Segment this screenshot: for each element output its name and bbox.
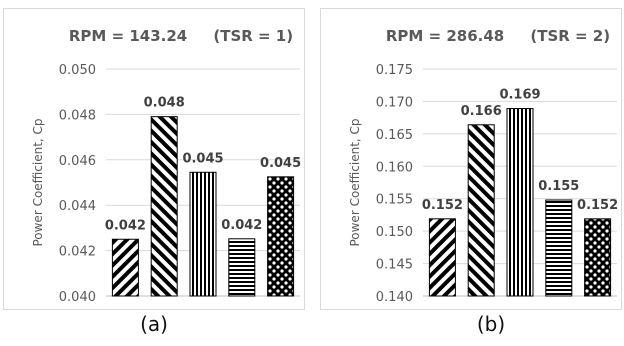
bar: [228, 238, 256, 297]
data-label: 0.152: [422, 198, 463, 213]
y-axis-label: Power Coefficient, Cp: [348, 118, 362, 246]
y-tick-label: 0.044: [59, 199, 96, 214]
bar: [506, 108, 534, 297]
data-label: 0.045: [182, 151, 223, 166]
y-tick-label: 0.150: [376, 225, 413, 240]
data-label: 0.169: [499, 88, 540, 103]
y-tick-label: 0.040: [59, 290, 96, 305]
data-label: 0.048: [144, 96, 185, 111]
y-tick-label: 0.140: [376, 290, 413, 305]
y-tick-label: 0.155: [376, 193, 413, 208]
data-label: 0.042: [105, 218, 146, 233]
chart-title: RPM = 143.24 (TSR = 1): [69, 27, 293, 45]
data-label: 0.155: [538, 179, 579, 194]
bar: [545, 199, 573, 297]
bar: [428, 218, 456, 297]
chart-panel-a: RPM = 143.24 (TSR = 1) Power Coefficient,…: [3, 8, 305, 310]
y-tick-label: 0.175: [376, 63, 413, 78]
chart-svg-b: RPM = 286.48 (TSR = 2) Power Coefficient,…: [348, 27, 618, 305]
bar: [467, 124, 495, 297]
bar: [267, 176, 295, 297]
y-tick-label: 0.050: [59, 63, 96, 78]
y-tick-label: 0.048: [59, 108, 96, 123]
chart-title: RPM = 286.48 (TSR = 2): [386, 27, 610, 45]
bar: [584, 218, 612, 297]
y-tick-label: 0.160: [376, 160, 413, 175]
chart-panel-b: RPM = 286.48 (TSR = 2) Power Coefficient,…: [320, 8, 622, 310]
bar: [150, 116, 178, 297]
y-tick-label: 0.170: [376, 95, 413, 110]
chart-svg-a: RPM = 143.24 (TSR = 1) Power Coefficient,…: [31, 27, 301, 305]
caption-b: (b): [476, 312, 506, 336]
y-tick-label: 0.165: [376, 128, 413, 143]
y-tick-label: 0.042: [59, 245, 96, 260]
y-tick-label: 0.046: [59, 154, 96, 169]
caption-a: (a): [140, 312, 168, 336]
data-label: 0.042: [221, 218, 262, 233]
data-label: 0.152: [577, 198, 618, 213]
data-label: 0.045: [260, 156, 301, 171]
bar: [189, 171, 217, 297]
y-axis-label: Power Coefficient, Cp: [31, 118, 45, 246]
data-label: 0.166: [461, 104, 502, 119]
bar: [111, 238, 139, 297]
y-tick-label: 0.145: [376, 258, 413, 273]
